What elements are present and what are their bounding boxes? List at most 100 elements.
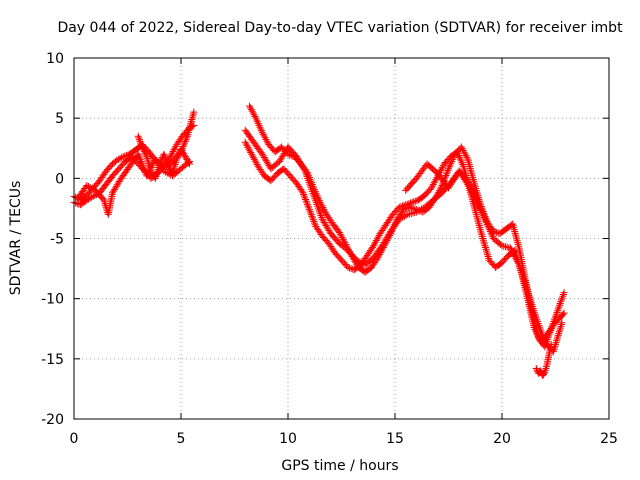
data-point [298, 187, 306, 195]
data-point [560, 309, 568, 317]
data-point [182, 154, 190, 162]
data-point [472, 197, 480, 205]
data-point [557, 321, 565, 329]
data-point [553, 337, 561, 345]
data-point [507, 246, 515, 254]
data-point [113, 156, 121, 164]
data-point [163, 159, 171, 167]
data-point [405, 200, 413, 208]
data-point [469, 191, 477, 199]
data-point [468, 189, 476, 197]
y-tick-label: -15 [41, 352, 64, 368]
data-point [136, 156, 144, 164]
data-point [400, 201, 408, 209]
x-tick-label: 20 [493, 431, 511, 447]
data-point [395, 203, 403, 211]
data-point [140, 165, 148, 173]
data-point [556, 326, 564, 334]
data-point [121, 152, 129, 160]
data-point [458, 159, 466, 167]
data-point [253, 116, 261, 124]
data-point [173, 155, 181, 163]
data-point [305, 206, 313, 214]
data-point [457, 157, 465, 165]
data-point [138, 144, 146, 152]
data-point [542, 363, 550, 371]
data-point [300, 166, 308, 174]
data-point [173, 153, 181, 161]
data-point [484, 251, 492, 259]
data-point [164, 161, 172, 169]
data-point [402, 211, 410, 219]
data-point [480, 213, 488, 221]
data-point [137, 141, 145, 149]
data-point [309, 216, 317, 224]
data-point [168, 170, 176, 178]
data-point [152, 171, 160, 179]
data-point [445, 165, 452, 173]
data-point [497, 241, 505, 249]
data-point [483, 249, 491, 257]
data-point [83, 196, 91, 204]
data-point [558, 294, 566, 302]
data-point [170, 164, 178, 172]
data-point [480, 240, 488, 248]
data-point [555, 328, 563, 336]
data-point [472, 196, 480, 204]
data-point [303, 199, 311, 207]
data-point [135, 134, 143, 142]
data-point [138, 159, 146, 167]
x-axis-label: GPS time / hours [281, 458, 398, 474]
data-point [559, 292, 567, 300]
data-point [174, 152, 182, 160]
data-point [180, 151, 188, 159]
data-point [170, 166, 178, 174]
data-point [556, 299, 564, 307]
data-point [142, 151, 150, 159]
data-point [559, 290, 567, 298]
data-point [140, 148, 148, 156]
x-tick-label: 25 [600, 431, 618, 447]
data-point [153, 169, 161, 177]
data-point [475, 202, 483, 210]
data-point [483, 220, 491, 228]
data-point [254, 120, 262, 128]
data-point [153, 167, 161, 175]
y-axis-label: SDTVAR / TECUs [8, 181, 24, 296]
x-tick-label: 10 [279, 431, 297, 447]
data-point [485, 224, 493, 232]
data-point [310, 217, 318, 225]
data-point [306, 207, 314, 215]
data-point [72, 199, 80, 207]
data-point [138, 143, 146, 151]
data-point [442, 171, 450, 179]
data-point [171, 162, 179, 170]
data-point [256, 123, 264, 131]
data-point [180, 141, 188, 149]
data-point [513, 258, 521, 266]
data-point [116, 154, 124, 162]
data-point [552, 339, 560, 347]
data-point [485, 254, 493, 262]
data-point [556, 324, 564, 332]
series-track-1d [134, 132, 194, 182]
data-point [507, 244, 515, 252]
data-point [307, 211, 315, 219]
data-point [466, 184, 474, 192]
data-point [311, 221, 319, 229]
data-point [152, 173, 160, 181]
data-point [169, 168, 177, 176]
data-point [252, 114, 260, 122]
data-point [299, 189, 307, 197]
data-point [99, 195, 107, 203]
data-point [408, 198, 416, 206]
y-tick-label: 0 [55, 171, 64, 187]
data-point [114, 155, 122, 163]
data-point [484, 253, 492, 261]
data-point [511, 253, 519, 261]
data-point [556, 301, 564, 309]
data-point [187, 123, 195, 131]
data-point [139, 163, 147, 171]
data-point [454, 150, 462, 158]
data-point [552, 310, 560, 318]
